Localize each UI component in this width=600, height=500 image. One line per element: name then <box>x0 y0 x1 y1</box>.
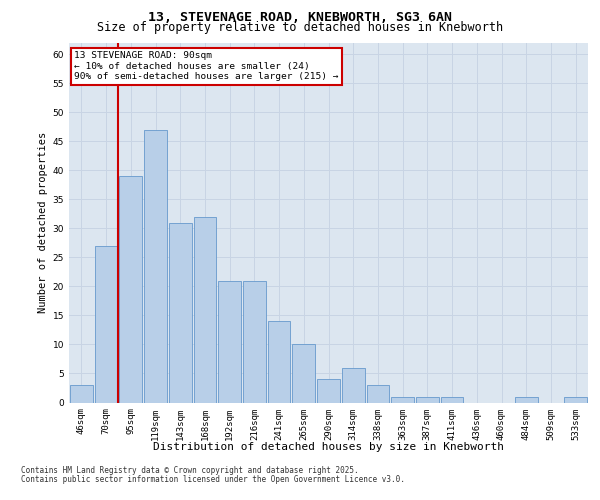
Bar <box>119 176 142 402</box>
Y-axis label: Number of detached properties: Number of detached properties <box>38 132 49 313</box>
Bar <box>292 344 315 403</box>
Bar <box>243 280 266 402</box>
Text: Size of property relative to detached houses in Knebworth: Size of property relative to detached ho… <box>97 22 503 35</box>
Bar <box>95 246 118 402</box>
Bar <box>218 280 241 402</box>
Bar <box>144 130 167 402</box>
Text: Distribution of detached houses by size in Knebworth: Distribution of detached houses by size … <box>154 442 504 452</box>
Bar <box>169 222 191 402</box>
Bar <box>564 396 587 402</box>
Bar <box>317 380 340 402</box>
Bar <box>391 396 414 402</box>
Bar <box>416 396 439 402</box>
Bar <box>367 385 389 402</box>
Text: 13 STEVENAGE ROAD: 90sqm
← 10% of detached houses are smaller (24)
90% of semi-d: 13 STEVENAGE ROAD: 90sqm ← 10% of detach… <box>74 52 338 82</box>
Text: Contains public sector information licensed under the Open Government Licence v3: Contains public sector information licen… <box>21 475 405 484</box>
Text: Contains HM Land Registry data © Crown copyright and database right 2025.: Contains HM Land Registry data © Crown c… <box>21 466 359 475</box>
Bar <box>194 216 216 402</box>
Bar <box>342 368 365 402</box>
Bar <box>70 385 93 402</box>
Text: 13, STEVENAGE ROAD, KNEBWORTH, SG3 6AN: 13, STEVENAGE ROAD, KNEBWORTH, SG3 6AN <box>148 11 452 24</box>
Bar <box>515 396 538 402</box>
Bar <box>441 396 463 402</box>
Bar <box>268 321 290 402</box>
